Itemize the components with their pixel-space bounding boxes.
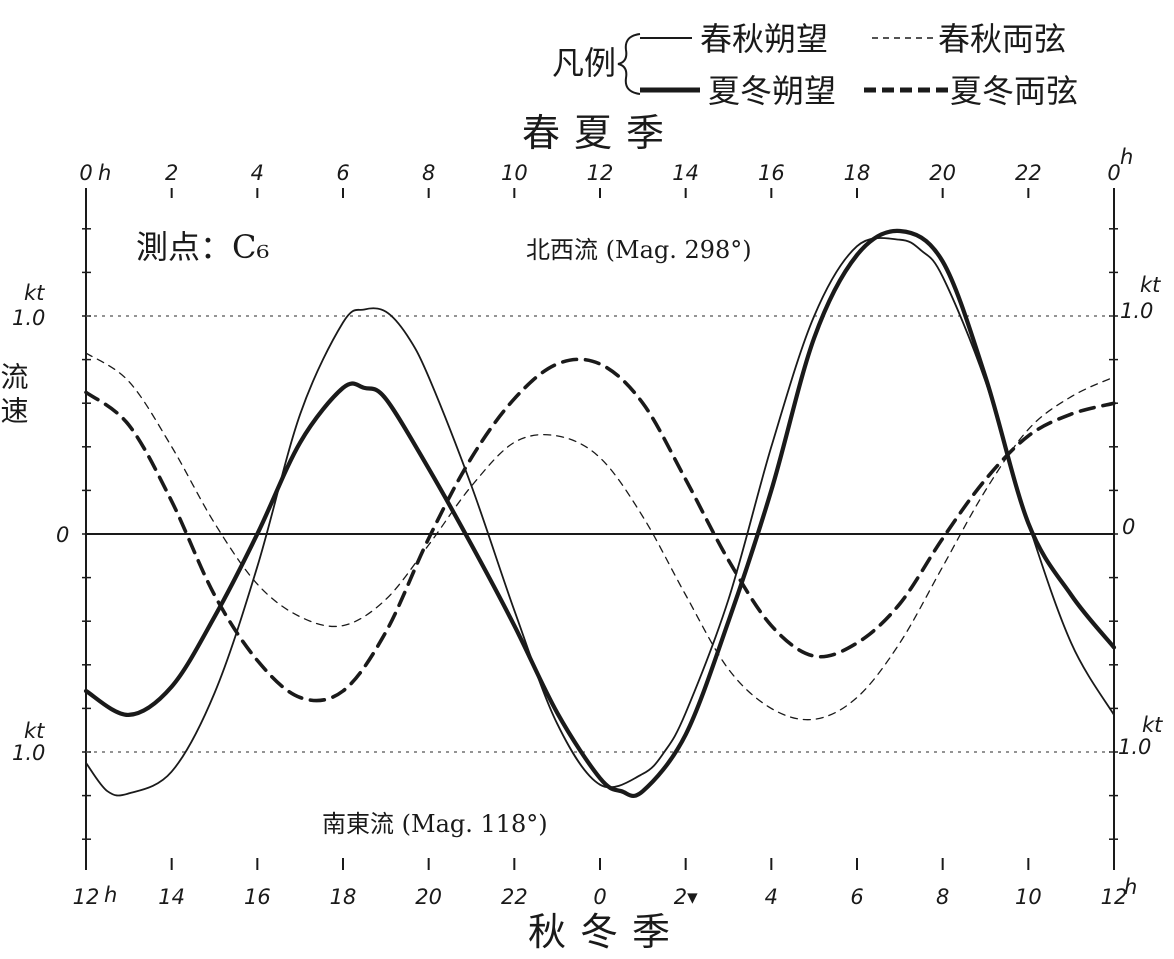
legend-label-spring-syzygy: 春秋朔望 bbox=[700, 20, 828, 58]
series-line-dashed-thin bbox=[85, 352, 1115, 721]
y-tick-label-bottom-right: 1.0 bbox=[1118, 735, 1151, 759]
unit-label-top-left: kt bbox=[24, 281, 45, 305]
series-line-solid-thick bbox=[83, 228, 1117, 799]
bottom-tick-label: 12 bbox=[73, 885, 100, 909]
bottom-tick-label: 0 bbox=[593, 885, 606, 909]
bottom-ticks: 12 14 16 18 20 22 0 2▾ 4 6 8 10 12 bbox=[73, 858, 1128, 909]
bottom-tick-label: 6 bbox=[850, 885, 863, 909]
bottom-tick-label: 12 bbox=[1101, 885, 1128, 909]
reference-lines bbox=[86, 315, 1114, 753]
top-tick-label: 12 bbox=[587, 161, 614, 185]
bottom-tick-label: 2▾ bbox=[674, 885, 698, 909]
y-tick-label-top-right: 1.0 bbox=[1120, 299, 1153, 323]
top-tick-label: 22 bbox=[1015, 161, 1042, 185]
station-label: 測点：C₆ bbox=[136, 228, 269, 266]
bottom-hour-mark-right: h bbox=[1124, 875, 1137, 899]
top-axis-title: 春夏季 bbox=[522, 111, 678, 155]
top-tick-label: 8 bbox=[422, 161, 435, 185]
bottom-axis-title: 秋冬季 bbox=[528, 910, 684, 954]
y-tick-label-zero-right: 0 bbox=[1122, 515, 1135, 539]
bottom-tick-label: 18 bbox=[330, 885, 357, 909]
y-axis-label: 流速 bbox=[0, 362, 30, 430]
series-line-dashed-thick bbox=[84, 357, 1116, 703]
unit-label-top-right: kt bbox=[1140, 273, 1161, 297]
legend-label-summer-syzygy: 夏冬朔望 bbox=[708, 72, 836, 110]
series-lines bbox=[83, 228, 1117, 799]
top-tick-label: 20 bbox=[929, 161, 956, 185]
series-line-solid-thin bbox=[85, 237, 1115, 797]
bottom-tick-label: 10 bbox=[1015, 885, 1042, 909]
top-tick-label: 16 bbox=[758, 161, 785, 185]
legend-label-summer-quarter: 夏冬両弦 bbox=[950, 72, 1078, 110]
top-tick-label: 2 bbox=[165, 161, 178, 185]
bottom-tick-label: 14 bbox=[158, 885, 185, 909]
top-tick-label: 10 bbox=[501, 161, 528, 185]
bottom-hour-mark-left: h bbox=[104, 883, 117, 907]
bottom-tick-label: 20 bbox=[415, 885, 442, 909]
legend: 凡例 春秋朔望 春秋両弦 夏冬朔望 夏冬両弦 bbox=[552, 20, 1078, 110]
northwest-flow-label: 北西流 (Mag. 298°) bbox=[526, 236, 752, 264]
bottom-tick-label: 8 bbox=[936, 885, 949, 909]
y-tick-label-zero-left: 0 bbox=[56, 523, 69, 547]
unit-label-bottom-left: kt bbox=[24, 719, 45, 743]
bottom-tick-label: 16 bbox=[244, 885, 271, 909]
southeast-flow-label: 南東流 (Mag. 118°) bbox=[322, 810, 548, 838]
y-tick-label-top-left: 1.0 bbox=[12, 306, 45, 330]
top-hour-mark-right: h bbox=[1120, 145, 1133, 169]
legend-brace bbox=[617, 33, 641, 95]
top-tick-label: 0 bbox=[1107, 161, 1120, 185]
bottom-tick-label: 4 bbox=[765, 885, 778, 909]
top-ticks: 0 2 4 6 8 10 12 14 16 18 20 22 0 bbox=[79, 161, 1121, 198]
bottom-tick-label: 22 bbox=[501, 885, 528, 909]
top-tick-label: 0 bbox=[79, 161, 92, 185]
top-tick-label: 4 bbox=[251, 161, 264, 185]
unit-label-bottom-right: kt bbox=[1142, 713, 1163, 737]
legend-heading: 凡例 bbox=[552, 44, 616, 82]
top-tick-label: 6 bbox=[336, 161, 349, 185]
y-tick-label-bottom-left: 1.0 bbox=[12, 741, 45, 765]
top-tick-label: 18 bbox=[844, 161, 871, 185]
top-tick-label: 14 bbox=[672, 161, 699, 185]
top-hour-mark-left: h bbox=[98, 161, 111, 185]
legend-label-spring-quarter: 春秋両弦 bbox=[938, 20, 1066, 58]
